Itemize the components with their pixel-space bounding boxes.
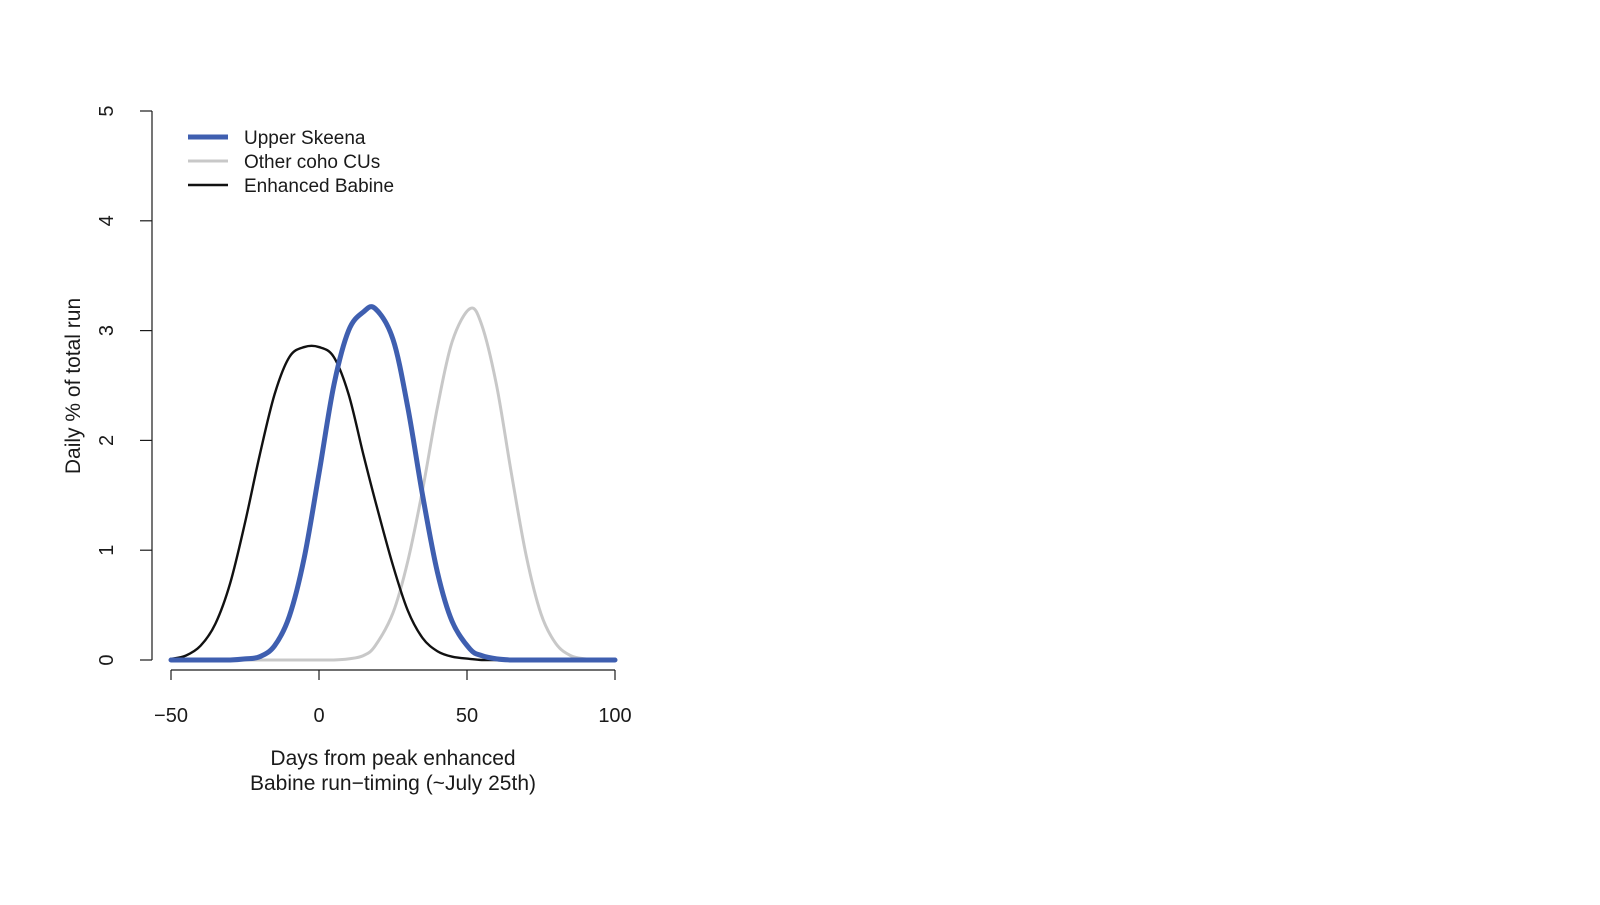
y-tick-label: 2 <box>96 435 118 446</box>
legend: Upper Skeena Other coho CUs Enhanced Babin… <box>188 128 394 197</box>
legend-label-upper-skeena: Upper Skeena <box>244 128 366 149</box>
series-line-upper-skeena <box>168 304 618 663</box>
y-tick-label: 4 <box>96 215 118 226</box>
series-line-other-coho-cus <box>169 306 617 662</box>
y-axis-ticks: 0 1 2 3 4 5 <box>96 105 152 666</box>
x-tick-label: −50 <box>154 705 188 727</box>
y-tick-label: 3 <box>96 325 118 336</box>
y-axis-title: Daily % of total run <box>62 298 85 474</box>
axes: −50 0 50 100 0 1 2 3 4 5 <box>96 105 632 727</box>
x-tick-label: 50 <box>456 705 478 727</box>
legend-label-other-coho-cus: Other coho CUs <box>244 152 380 173</box>
x-axis-title-line-2: Babine run−timing (~July 25th) <box>250 772 536 795</box>
x-tick-label: 0 <box>313 705 324 727</box>
x-axis-ticks: −50 0 50 100 <box>154 670 632 727</box>
legend-label-enhanced-babine: Enhanced Babine <box>244 176 394 197</box>
y-tick-label: 1 <box>96 545 118 556</box>
x-axis-title-line-1: Days from peak enhanced <box>270 747 515 770</box>
series-lines <box>168 304 618 663</box>
y-tick-label: 5 <box>96 105 118 116</box>
y-tick-label: 0 <box>96 654 118 665</box>
x-tick-label: 100 <box>598 705 631 727</box>
